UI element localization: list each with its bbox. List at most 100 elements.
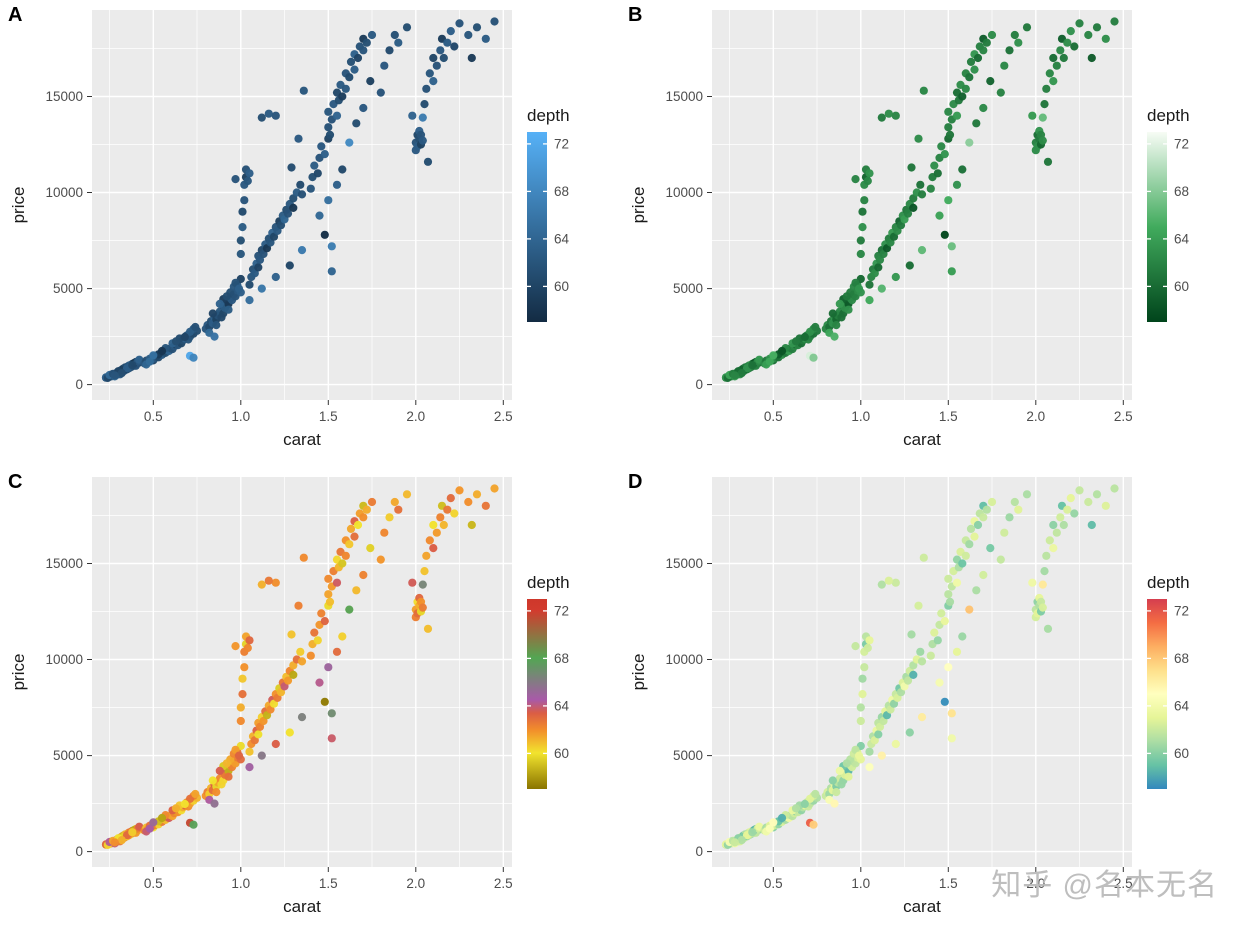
panel-label-b: B bbox=[628, 4, 643, 26]
legend: depth 60 64 68 72 bbox=[527, 573, 570, 789]
panel-label-c: C bbox=[8, 471, 23, 493]
legend-title: depth bbox=[527, 106, 570, 125]
scatter-plot-a: 0.5 1.0 1.5 2.0 2.5 carat 0 5000 10000 15000 price… bbox=[9, 10, 570, 449]
data-points bbox=[721, 17, 1119, 382]
svg-text:60: 60 bbox=[1174, 746, 1189, 761]
legend-title: depth bbox=[527, 573, 570, 592]
svg-text:10000: 10000 bbox=[45, 652, 83, 667]
legend: depth 60 64 68 72 bbox=[1147, 573, 1190, 789]
gridlines bbox=[712, 477, 1132, 867]
svg-text:1.5: 1.5 bbox=[939, 876, 958, 891]
svg-text:68: 68 bbox=[1174, 184, 1189, 199]
x-axis: 0.5 1.0 1.5 2.0 2.5 carat bbox=[764, 867, 1133, 916]
scatter-plot-b: 0.5 1.0 1.5 2.0 2.5 carat 0 5000 10000 15000 price… bbox=[629, 10, 1190, 449]
legend-title: depth bbox=[1147, 106, 1190, 125]
legend: depth 60 64 68 72 bbox=[527, 106, 570, 322]
x-axis-title: carat bbox=[283, 430, 321, 449]
svg-text:68: 68 bbox=[1174, 651, 1189, 666]
x-axis-title: carat bbox=[903, 897, 941, 916]
svg-text:0.5: 0.5 bbox=[764, 876, 783, 891]
svg-text:15000: 15000 bbox=[665, 89, 703, 104]
plot-background bbox=[92, 10, 512, 400]
svg-text:10000: 10000 bbox=[45, 185, 83, 200]
svg-text:15000: 15000 bbox=[45, 89, 83, 104]
svg-text:15000: 15000 bbox=[45, 556, 83, 571]
legend-colorbar bbox=[1147, 599, 1167, 789]
svg-text:1.5: 1.5 bbox=[939, 409, 958, 424]
svg-text:0: 0 bbox=[695, 844, 703, 859]
svg-text:0: 0 bbox=[75, 844, 83, 859]
svg-text:60: 60 bbox=[1174, 279, 1189, 294]
y-axis: 0 5000 10000 15000 price bbox=[629, 556, 712, 859]
plot-background bbox=[92, 477, 512, 867]
y-axis-title: price bbox=[629, 654, 648, 691]
svg-text:0.5: 0.5 bbox=[144, 876, 163, 891]
svg-text:5000: 5000 bbox=[673, 281, 703, 296]
gridlines bbox=[712, 10, 1132, 400]
legend-colorbar bbox=[527, 132, 547, 322]
svg-text:2.5: 2.5 bbox=[494, 409, 513, 424]
svg-text:60: 60 bbox=[554, 279, 569, 294]
svg-text:64: 64 bbox=[1174, 698, 1190, 713]
svg-text:68: 68 bbox=[554, 651, 569, 666]
svg-text:2.5: 2.5 bbox=[494, 876, 513, 891]
svg-text:5000: 5000 bbox=[53, 281, 83, 296]
svg-text:1.0: 1.0 bbox=[851, 409, 870, 424]
svg-text:2.0: 2.0 bbox=[406, 409, 425, 424]
svg-text:64: 64 bbox=[1174, 231, 1190, 246]
y-axis: 0 5000 10000 15000 price bbox=[629, 89, 712, 392]
svg-text:72: 72 bbox=[1174, 603, 1189, 618]
watermark: 知乎 @名本无名 bbox=[991, 869, 1218, 902]
legend-colorbar bbox=[1147, 132, 1167, 322]
panel-d: D 0.5 1.0 1.5 2.0 2.5 carat 0 5000 10000 15000 pri… bbox=[620, 467, 1240, 934]
svg-text:64: 64 bbox=[554, 231, 570, 246]
x-axis-title: carat bbox=[283, 897, 321, 916]
y-axis-title: price bbox=[9, 654, 28, 691]
panel-b: B 0.5 1.0 1.5 2.0 2.5 carat 0 5000 10000 15000 pri… bbox=[620, 0, 1240, 467]
legend-colorbar bbox=[527, 599, 547, 789]
svg-text:64: 64 bbox=[554, 698, 570, 713]
panel-label-a: A bbox=[8, 4, 23, 26]
data-points bbox=[101, 17, 499, 382]
svg-text:1.0: 1.0 bbox=[231, 876, 250, 891]
svg-text:1.0: 1.0 bbox=[231, 409, 250, 424]
svg-text:2.0: 2.0 bbox=[1026, 876, 1045, 891]
x-axis: 0.5 1.0 1.5 2.0 2.5 carat bbox=[144, 867, 513, 916]
svg-text:72: 72 bbox=[554, 603, 569, 618]
plot-background bbox=[712, 477, 1132, 867]
y-axis-title: price bbox=[9, 187, 28, 224]
x-axis: 0.5 1.0 1.5 2.0 2.5 carat bbox=[764, 400, 1133, 449]
svg-text:10000: 10000 bbox=[665, 652, 703, 667]
svg-text:10000: 10000 bbox=[665, 185, 703, 200]
svg-text:60: 60 bbox=[554, 746, 569, 761]
svg-text:2.0: 2.0 bbox=[406, 876, 425, 891]
plot-background bbox=[712, 10, 1132, 400]
x-axis-title: carat bbox=[903, 430, 941, 449]
y-axis-title: price bbox=[629, 187, 648, 224]
svg-text:15000: 15000 bbox=[665, 556, 703, 571]
y-axis: 0 5000 10000 15000 price bbox=[9, 89, 92, 392]
legend-title: depth bbox=[1147, 573, 1190, 592]
legend: depth 60 64 68 72 bbox=[1147, 106, 1190, 322]
svg-text:2.0: 2.0 bbox=[1026, 409, 1045, 424]
svg-text:5000: 5000 bbox=[673, 748, 703, 763]
data-points bbox=[721, 484, 1119, 849]
svg-text:1.5: 1.5 bbox=[319, 876, 338, 891]
svg-text:1.5: 1.5 bbox=[319, 409, 338, 424]
data-points bbox=[101, 484, 499, 849]
x-axis: 0.5 1.0 1.5 2.0 2.5 carat bbox=[144, 400, 513, 449]
svg-text:72: 72 bbox=[554, 136, 569, 151]
y-axis: 0 5000 10000 15000 price bbox=[9, 556, 92, 859]
svg-text:2.5: 2.5 bbox=[1114, 876, 1133, 891]
svg-text:0: 0 bbox=[75, 377, 83, 392]
svg-text:0.5: 0.5 bbox=[764, 409, 783, 424]
svg-text:1.0: 1.0 bbox=[851, 876, 870, 891]
svg-text:0.5: 0.5 bbox=[144, 409, 163, 424]
scatter-plot-c: 0.5 1.0 1.5 2.0 2.5 carat 0 5000 10000 15000 price… bbox=[9, 477, 570, 916]
panel-label-d: D bbox=[628, 471, 643, 493]
svg-text:5000: 5000 bbox=[53, 748, 83, 763]
svg-text:0: 0 bbox=[695, 377, 703, 392]
panel-a: A 0.5 1.0 1.5 2.0 2.5 carat 0 5000 10000 15000 pri… bbox=[0, 0, 620, 467]
svg-text:68: 68 bbox=[554, 184, 569, 199]
